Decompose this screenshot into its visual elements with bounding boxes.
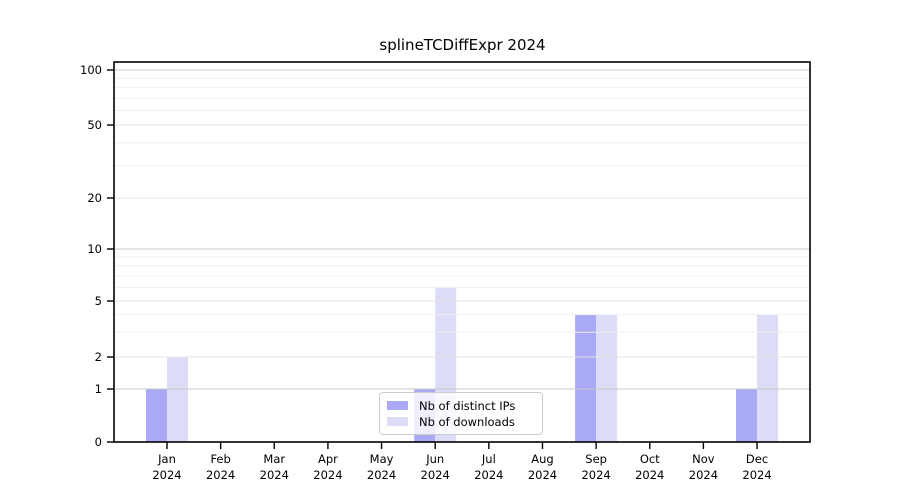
bar-downloads-jan: [167, 357, 188, 442]
chart-title: splineTCDiffExpr 2024: [379, 36, 546, 54]
x-tick-label-year: 2024: [152, 468, 181, 482]
x-tick-label-month: Feb: [210, 452, 230, 466]
bar-ips-sep: [575, 314, 597, 442]
x-tick-label-year: 2024: [474, 468, 503, 482]
x-tick-label-year: 2024: [528, 468, 557, 482]
y-tick-label: 2: [95, 350, 102, 364]
x-tick-label-month: Sep: [585, 452, 607, 466]
x-tick-label-year: 2024: [260, 468, 289, 482]
x-tick-label-year: 2024: [581, 468, 610, 482]
legend-swatch-downloads: [387, 417, 408, 426]
x-tick-label-month: Nov: [692, 452, 715, 466]
y-tick-label: 0: [95, 435, 102, 449]
legend-label-downloads: Nb of downloads: [419, 414, 515, 429]
bar-downloads-sep: [596, 314, 618, 442]
y-tick-label: 20: [87, 191, 102, 205]
x-tick-label-month: Jul: [481, 452, 496, 466]
bar-downloads-dec: [757, 314, 779, 442]
x-tick-label-year: 2024: [421, 468, 450, 482]
y-tick-label: 1: [95, 382, 102, 396]
y-tick-label: 100: [80, 63, 102, 77]
x-tick-label-month: Mar: [263, 452, 285, 466]
x-tick-label-year: 2024: [313, 468, 342, 482]
x-tick-label-year: 2024: [689, 468, 718, 482]
x-tick-label-month: Apr: [318, 452, 338, 466]
plot-frame: [113, 61, 811, 443]
legend-label-distinct-ips: Nb of distinct IPs: [419, 398, 516, 413]
x-tick-label-month: Jun: [425, 452, 444, 466]
bar-ips-dec: [736, 389, 758, 442]
x-tick-label-month: Aug: [531, 452, 553, 466]
x-tick-label-month: May: [370, 452, 394, 466]
x-tick-label-month: Dec: [746, 452, 768, 466]
x-tick-label-year: 2024: [742, 468, 771, 482]
y-tick-label: 10: [87, 242, 102, 256]
legend-swatch-distinct-ips: [387, 401, 408, 410]
legend-item-downloads: Nb of downloads: [387, 414, 533, 429]
x-tick-label-year: 2024: [367, 468, 396, 482]
bar-ips-jan: [146, 389, 167, 442]
x-tick-label-month: Oct: [640, 452, 660, 466]
y-tick-label: 5: [95, 294, 102, 308]
x-tick-label-year: 2024: [635, 468, 664, 482]
legend-box: Nb of distinct IPs Nb of downloads: [379, 392, 543, 435]
x-tick-label-year: 2024: [206, 468, 235, 482]
x-tick-label-month: Jan: [157, 452, 176, 466]
legend-item-distinct-ips: Nb of distinct IPs: [387, 398, 533, 413]
y-tick-label: 50: [87, 118, 102, 132]
